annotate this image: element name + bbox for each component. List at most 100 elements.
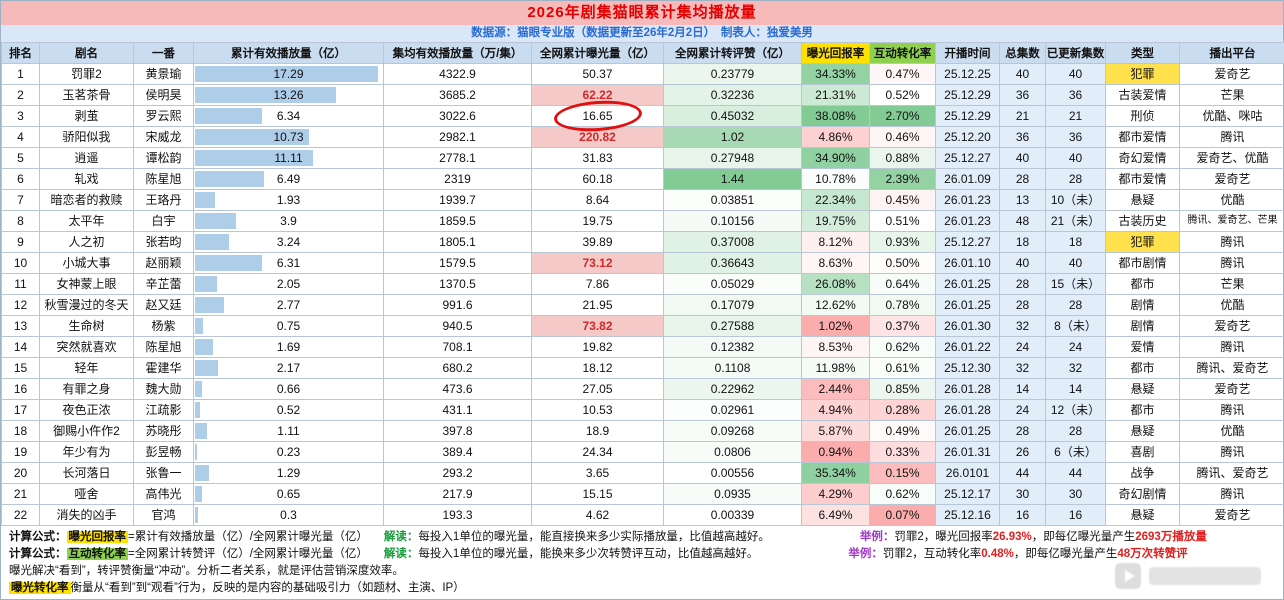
cell-eng: 0.0806 [663, 441, 802, 463]
play-volume-bar [195, 129, 309, 145]
cell-play: 1.11 [193, 420, 384, 442]
cell-date: 25.12.27 [935, 147, 1000, 169]
cell-avg: 3685.2 [383, 84, 532, 106]
cell-rank: 3 [1, 105, 40, 127]
cell-plat: 腾讯 [1179, 399, 1284, 421]
cell-lead: 高伟光 [133, 483, 194, 505]
table-body: 1 罚罪2 黄景瑜 17.29 4322.9 50.37 0.23779 34.33% 0.47… [1, 63, 1284, 526]
cell-plat: 腾讯 [1179, 231, 1284, 253]
cell-play: 0.3 [193, 504, 384, 526]
cell-ror: 35.34% [801, 462, 870, 484]
cell-lead: 宋威龙 [133, 126, 194, 148]
column-header-avg: 集均有效播放量（万/集） [383, 42, 532, 64]
cell-upd: 14 [1045, 378, 1106, 400]
cell-upd: 28 [1045, 294, 1106, 316]
table-row: 7 暗恋者的救赎 王珞丹 1.93 1939.7 8.64 0.03851 22.34% 0.4… [1, 189, 1284, 211]
cell-genre: 都市 [1105, 357, 1180, 379]
cell-rank: 13 [1, 315, 40, 337]
cell-upd: 32 [1045, 357, 1106, 379]
exposure-value: 60.18 [582, 172, 613, 186]
cell-conv: 0.49% [869, 420, 936, 442]
note-segment: 举例： [859, 531, 895, 543]
cell-name: 罚罪2 [39, 63, 134, 85]
cell-lead: 赵又廷 [133, 294, 194, 316]
cell-lead: 王珞丹 [133, 189, 194, 211]
cell-genre: 都市爱情 [1105, 168, 1180, 190]
note-segment: 2693万播放量 [1135, 531, 1207, 543]
note-segment: =全网累计转赞评（亿）/全网累计曝光量（亿） [128, 548, 368, 560]
cell-rank: 17 [1, 399, 40, 421]
cell-conv: 0.61% [869, 357, 936, 379]
cell-upd: 8（未） [1045, 315, 1106, 337]
play-volume-value: 1.93 [276, 193, 301, 207]
cell-upd: 40 [1045, 252, 1106, 274]
cell-eps: 14 [999, 378, 1046, 400]
cell-lead: 张鲁一 [133, 462, 194, 484]
cell-conv: 0.46% [869, 126, 936, 148]
cell-eng: 0.05029 [663, 273, 802, 295]
cell-rank: 1 [1, 63, 40, 85]
play-volume-bar [195, 234, 230, 250]
cell-genre: 悬疑 [1105, 420, 1180, 442]
column-header-plat: 播出平台 [1179, 42, 1284, 64]
cell-genre: 悬疑 [1105, 378, 1180, 400]
cell-eps: 28 [999, 294, 1046, 316]
cell-play: 10.73 [193, 126, 384, 148]
play-volume-bar [195, 339, 213, 355]
note-line: 曝光转化率 衡量从“看到”到“观看”行为，反映的是内容的基础吸引力（如题材、主演、… [9, 580, 1275, 597]
note-segment: 解读： [383, 531, 419, 543]
column-header-play: 累计有效播放量（亿） [193, 42, 384, 64]
play-volume-value: 3.9 [280, 214, 297, 228]
table-row: 16 有罪之身 魏大勋 0.66 473.6 27.05 0.22962 2.44% 0.85%… [1, 378, 1284, 400]
cell-play: 2.77 [193, 294, 384, 316]
note-segment: 举例： [848, 548, 883, 560]
cell-upd: 24 [1045, 336, 1106, 358]
cell-plat: 爱奇艺 [1179, 168, 1284, 190]
cell-genre: 犯罪 [1105, 231, 1180, 253]
cell-play: 17.29 [193, 63, 384, 85]
cell-plat: 腾讯 [1179, 252, 1284, 274]
cell-expo: 50.37 [531, 63, 664, 85]
cell-eps: 13 [999, 189, 1046, 211]
cell-rank: 14 [1, 336, 40, 358]
cell-date: 26.01.23 [935, 189, 1000, 211]
play-volume-value: 13.26 [273, 88, 304, 102]
cell-name: 女神蒙上眼 [39, 273, 134, 295]
cell-expo: 19.75 [531, 210, 664, 232]
exposure-value: 62.22 [582, 88, 613, 102]
data-source-line: 数据源：猫眼专业版（数据更新至26年2月2日） 制表人：独爱美男 [1, 25, 1283, 42]
play-volume-value: 17.29 [273, 67, 304, 81]
column-header-expo: 全网累计曝光量（亿） [531, 42, 664, 64]
cell-date: 25.12.20 [935, 126, 1000, 148]
cell-expo: 73.12 [531, 252, 664, 274]
cell-ror: 8.12% [801, 231, 870, 253]
cell-avg: 389.4 [383, 441, 532, 463]
cell-ror: 4.94% [801, 399, 870, 421]
note-segment: ，即每亿曝光量产生 [1013, 548, 1118, 560]
cell-eng: 0.32236 [663, 84, 802, 106]
cell-rank: 22 [1, 504, 40, 526]
cell-name: 暗恋者的救赎 [39, 189, 134, 211]
cell-eps: 18 [999, 231, 1046, 253]
cell-lead: 白宇 [133, 210, 194, 232]
cell-conv: 0.51% [869, 210, 936, 232]
exposure-value: 7.86 [585, 277, 610, 291]
cell-rank: 7 [1, 189, 40, 211]
cell-eng: 0.10156 [663, 210, 802, 232]
play-volume-value: 2.05 [276, 277, 301, 291]
cell-upd: 44 [1045, 462, 1106, 484]
note-segment: 罚罪2，互动转化率 [882, 548, 982, 560]
cell-plat: 芒果 [1179, 84, 1284, 106]
cell-plat: 腾讯 [1179, 126, 1284, 148]
cell-conv: 0.15% [869, 462, 936, 484]
cell-genre: 古装历史 [1105, 210, 1180, 232]
cell-avg: 940.5 [383, 315, 532, 337]
cell-avg: 708.1 [383, 336, 532, 358]
cell-upd: 36 [1045, 126, 1106, 148]
cell-genre: 悬疑 [1105, 504, 1180, 526]
cell-ror: 8.53% [801, 336, 870, 358]
cell-eps: 36 [999, 126, 1046, 148]
note-segment: 曝光转化率 [9, 582, 71, 594]
exposure-value: 27.05 [582, 382, 613, 396]
cell-lead: 张若昀 [133, 231, 194, 253]
